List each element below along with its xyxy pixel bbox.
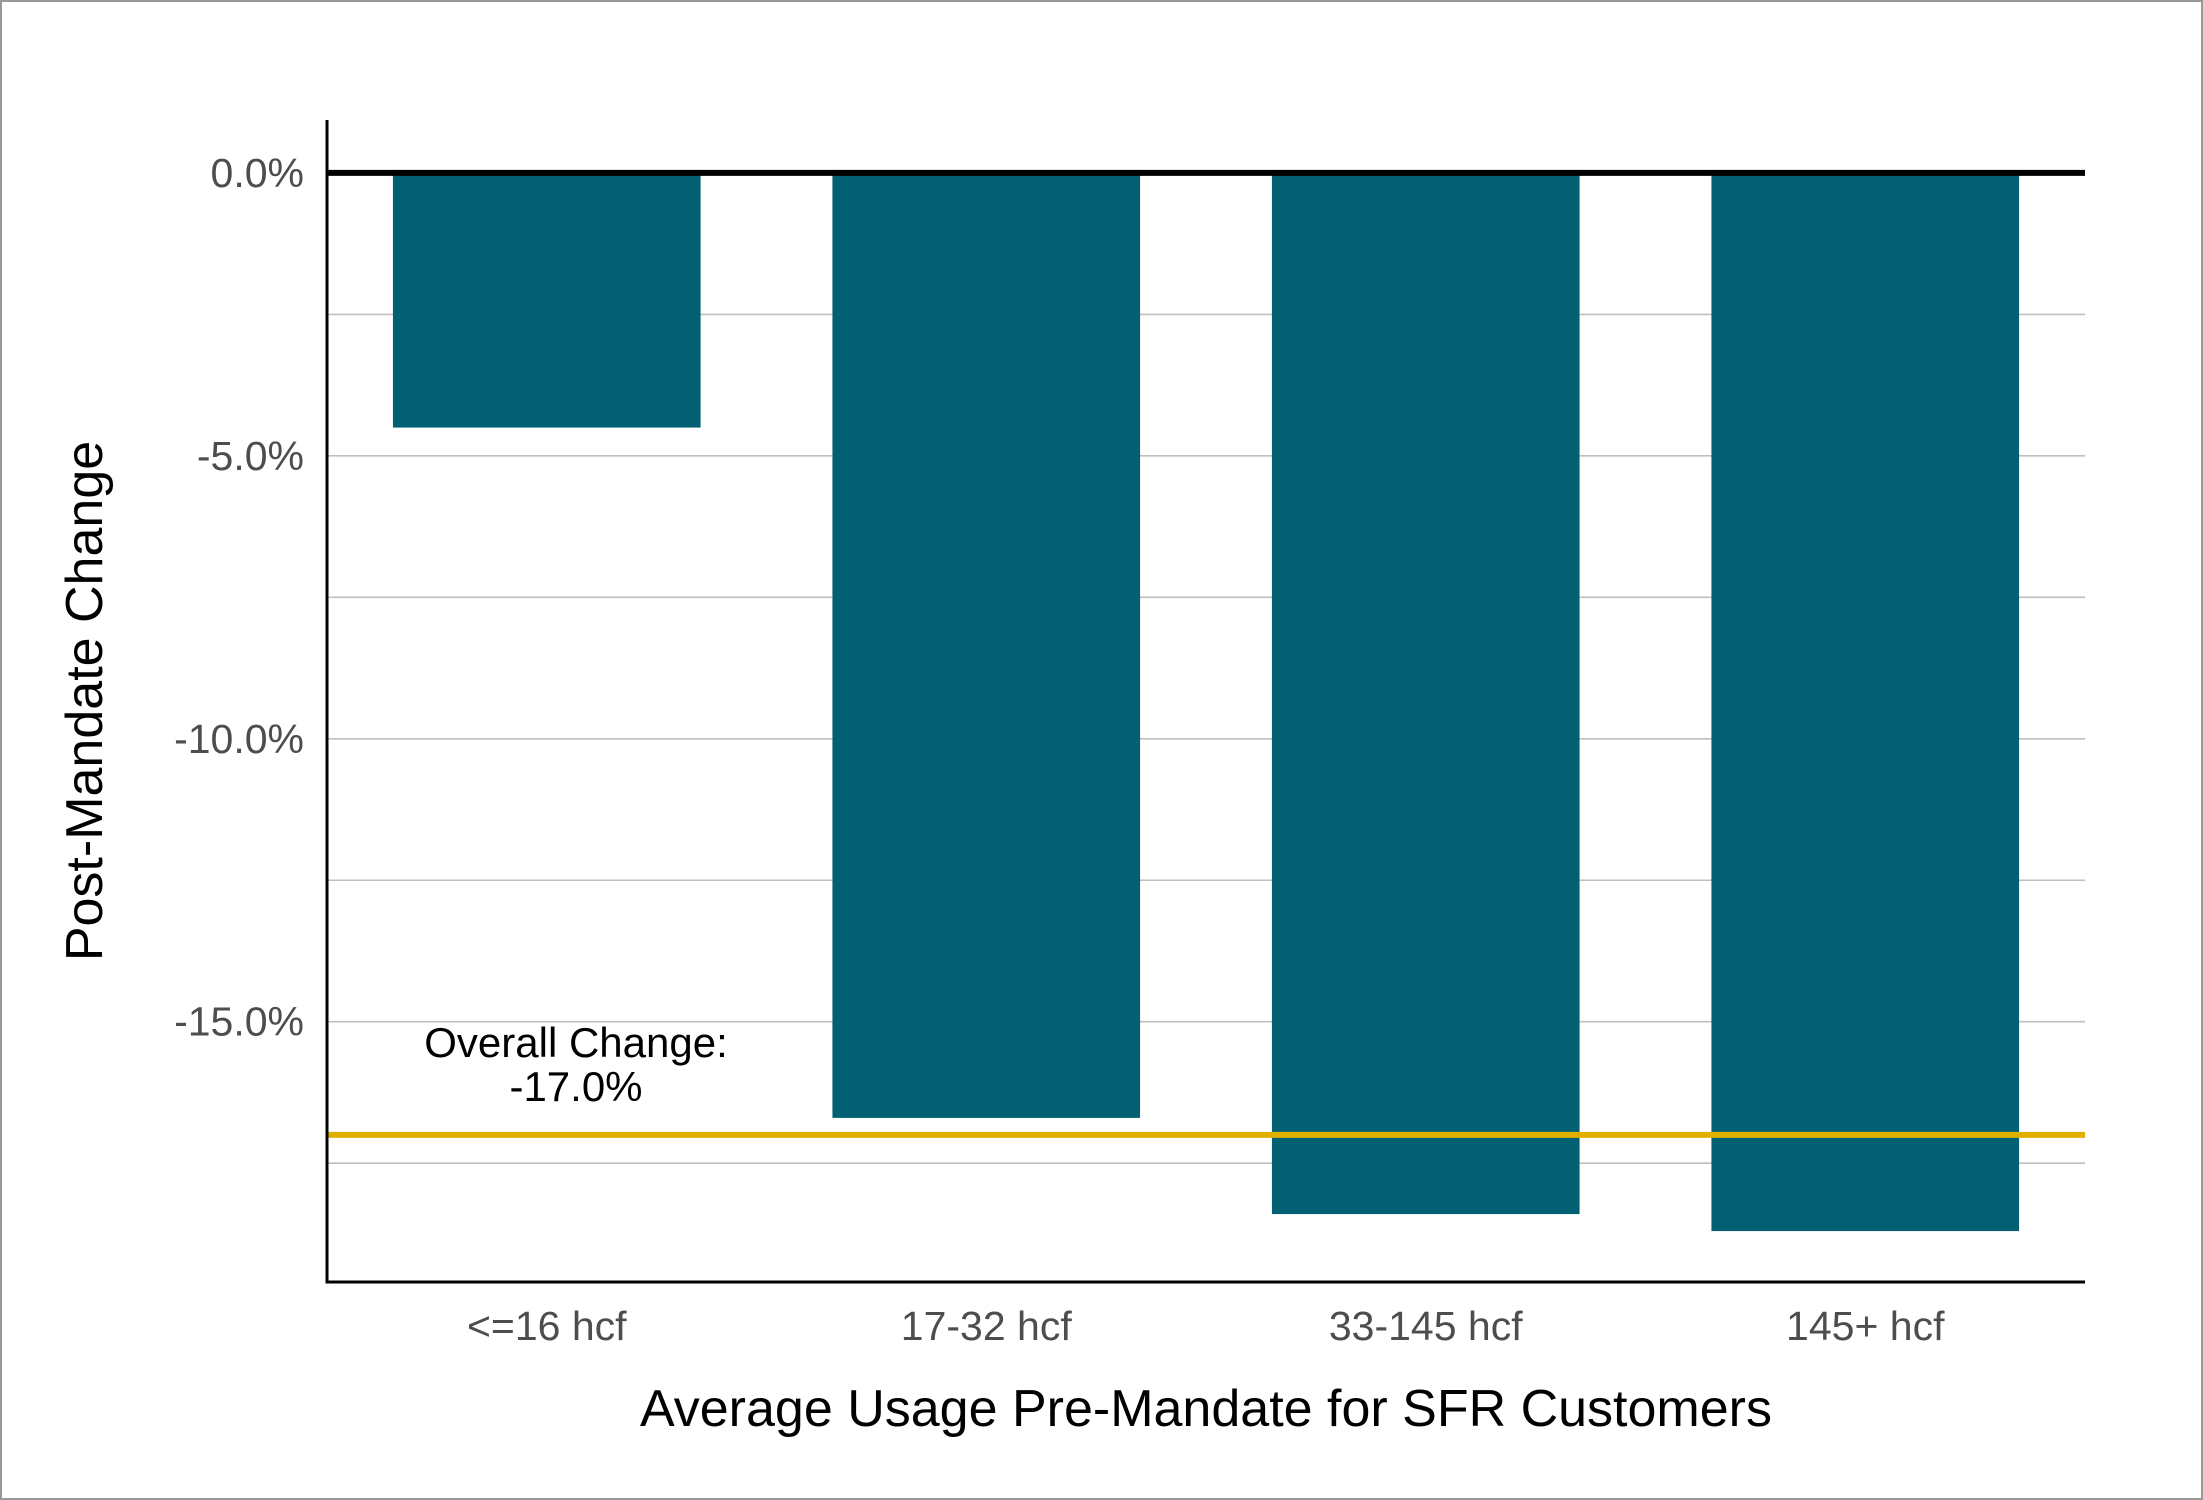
y-tick-label: -10.0% [174, 716, 304, 762]
y-tick-label: 0.0% [211, 150, 304, 196]
y-tick-label: -5.0% [197, 433, 304, 479]
axes [325, 120, 2085, 1284]
overall-change-label: Overall Change: [424, 1019, 728, 1066]
bars [392, 172, 2020, 1232]
x-tick-label: <=16 hcf [467, 1303, 627, 1349]
x-tick-label: 17-32 hcf [901, 1303, 1073, 1349]
bar [1711, 172, 2020, 1232]
bar [1271, 172, 1580, 1215]
x-tick-label: 33-145 hcf [1329, 1303, 1523, 1349]
y-axis-title: Post-Mandate Change [56, 441, 114, 961]
labels: Post-Mandate Change Average Usage Pre-Ma… [56, 150, 1945, 1438]
x-tick-label: 145+ hcf [1786, 1303, 1945, 1349]
x-axis-title: Average Usage Pre-Mandate for SFR Custom… [640, 1380, 1772, 1438]
bar [832, 172, 1141, 1118]
overall-change-value: -17.0% [509, 1063, 642, 1110]
y-tick-label: -15.0% [174, 999, 304, 1045]
reference-lines [327, 169, 2085, 1138]
bar [392, 172, 701, 428]
